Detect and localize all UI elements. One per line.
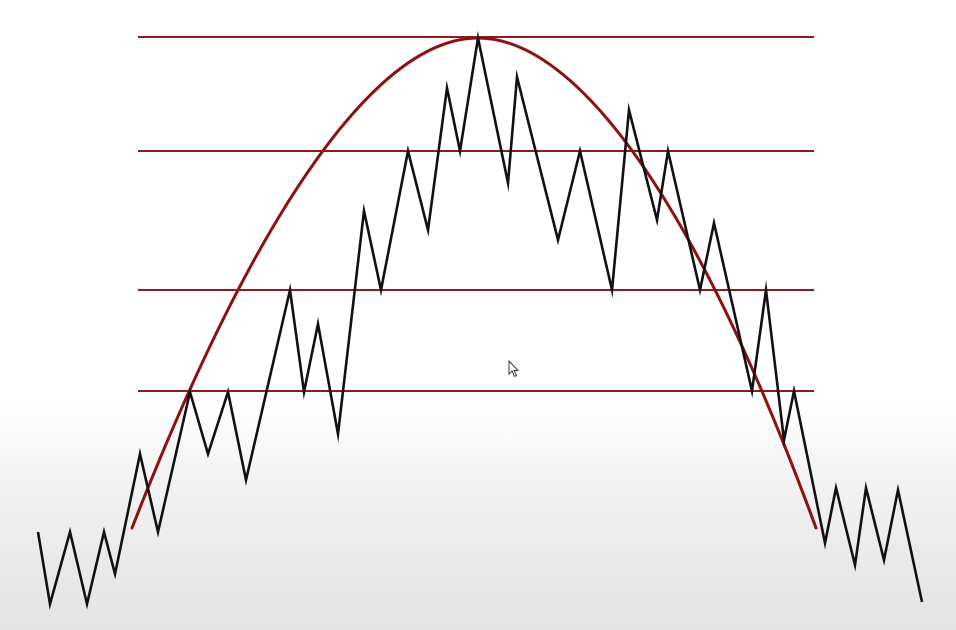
price-zigzag-line bbox=[36, 30, 924, 611]
mouse-pointer-icon bbox=[508, 359, 520, 378]
rounded-top-arc bbox=[130, 36, 818, 530]
